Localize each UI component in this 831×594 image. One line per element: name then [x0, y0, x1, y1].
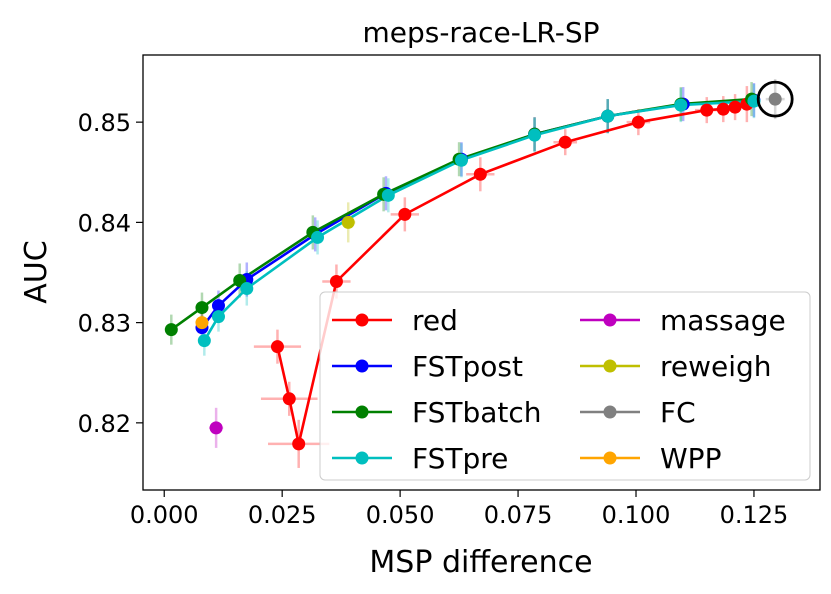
- x-tick-label: 0.000: [130, 501, 199, 529]
- legend-entry-fc: FC: [580, 396, 696, 429]
- point-massage: [209, 421, 223, 435]
- series-line-fstpre: [203, 99, 755, 342]
- point-fstpre: [528, 128, 542, 142]
- legend-entry-massage: massage: [580, 304, 786, 337]
- point-wpp: [195, 316, 209, 330]
- point-fc: [768, 92, 782, 106]
- legend-label: FC: [660, 396, 696, 429]
- point-red: [558, 135, 572, 149]
- x-tick-label: 0.025: [248, 501, 317, 529]
- y-tick-label: 0.85: [78, 109, 131, 137]
- point-red: [270, 340, 284, 354]
- legend-entry-reweigh: reweigh: [580, 350, 772, 383]
- markers-layer: [164, 80, 794, 451]
- point-reweigh: [341, 215, 355, 229]
- plot-frame: [142, 54, 821, 491]
- x-axis-label: MSP difference: [369, 545, 592, 580]
- point-red: [728, 100, 742, 114]
- point-red: [282, 392, 296, 406]
- point-fstpre: [454, 153, 468, 167]
- x-tick-label: 0.100: [602, 501, 671, 529]
- highlight-circle: [756, 80, 794, 118]
- legend-label: red: [412, 304, 458, 337]
- legend-label: FSTpost: [412, 350, 523, 383]
- point-red: [716, 102, 730, 116]
- y-tick-label: 0.83: [78, 310, 131, 338]
- point-fstpre: [211, 310, 225, 324]
- point-fstpost: [211, 299, 225, 313]
- point-fstbatch: [164, 323, 178, 337]
- point-fstpre: [197, 334, 211, 348]
- y-axis-label: AUC: [19, 240, 54, 303]
- legend-box: [319, 291, 811, 481]
- point-red: [473, 167, 487, 181]
- legend: red FSTpost FSTbatch FSTpre massage reweigh FC…: [319, 291, 811, 481]
- y-axis: 0.82 0.83 0.84 0.85: [78, 109, 143, 438]
- x-tick-label: 0.125: [720, 501, 789, 529]
- point-fstpre: [240, 282, 254, 296]
- point-fstpre: [674, 98, 688, 112]
- point-red: [631, 115, 645, 129]
- y-tick-label: 0.84: [78, 209, 131, 237]
- x-tick-label: 0.050: [366, 501, 435, 529]
- x-axis: 0.000 0.025 0.050 0.075 0.100 0.125: [130, 490, 788, 529]
- legend-label: FSTpre: [412, 442, 508, 475]
- chart-title: meps-race-LR-SP: [362, 16, 599, 49]
- legend-entry-wpp: WPP: [580, 442, 721, 475]
- legend-label: WPP: [660, 442, 721, 475]
- point-fstpre: [311, 230, 325, 244]
- y-tick-label: 0.82: [78, 410, 131, 438]
- point-red: [700, 103, 714, 117]
- point-red: [329, 275, 343, 289]
- legend-label: massage: [660, 304, 786, 337]
- x-tick-label: 0.075: [484, 501, 553, 529]
- legend-label: reweigh: [660, 350, 772, 383]
- point-fstpre: [381, 188, 395, 202]
- point-fstpre: [601, 109, 615, 123]
- point-fstbatch: [195, 301, 209, 315]
- legend-entry-fstpre: FSTpre: [332, 442, 508, 475]
- point-red: [292, 437, 306, 451]
- legend-entry-fstbatch: FSTbatch: [332, 396, 542, 429]
- legend-entry-red: red: [332, 304, 458, 337]
- point-red: [398, 207, 412, 221]
- legend-entry-fstpost: FSTpost: [332, 350, 523, 383]
- legend-label: FSTbatch: [412, 396, 542, 429]
